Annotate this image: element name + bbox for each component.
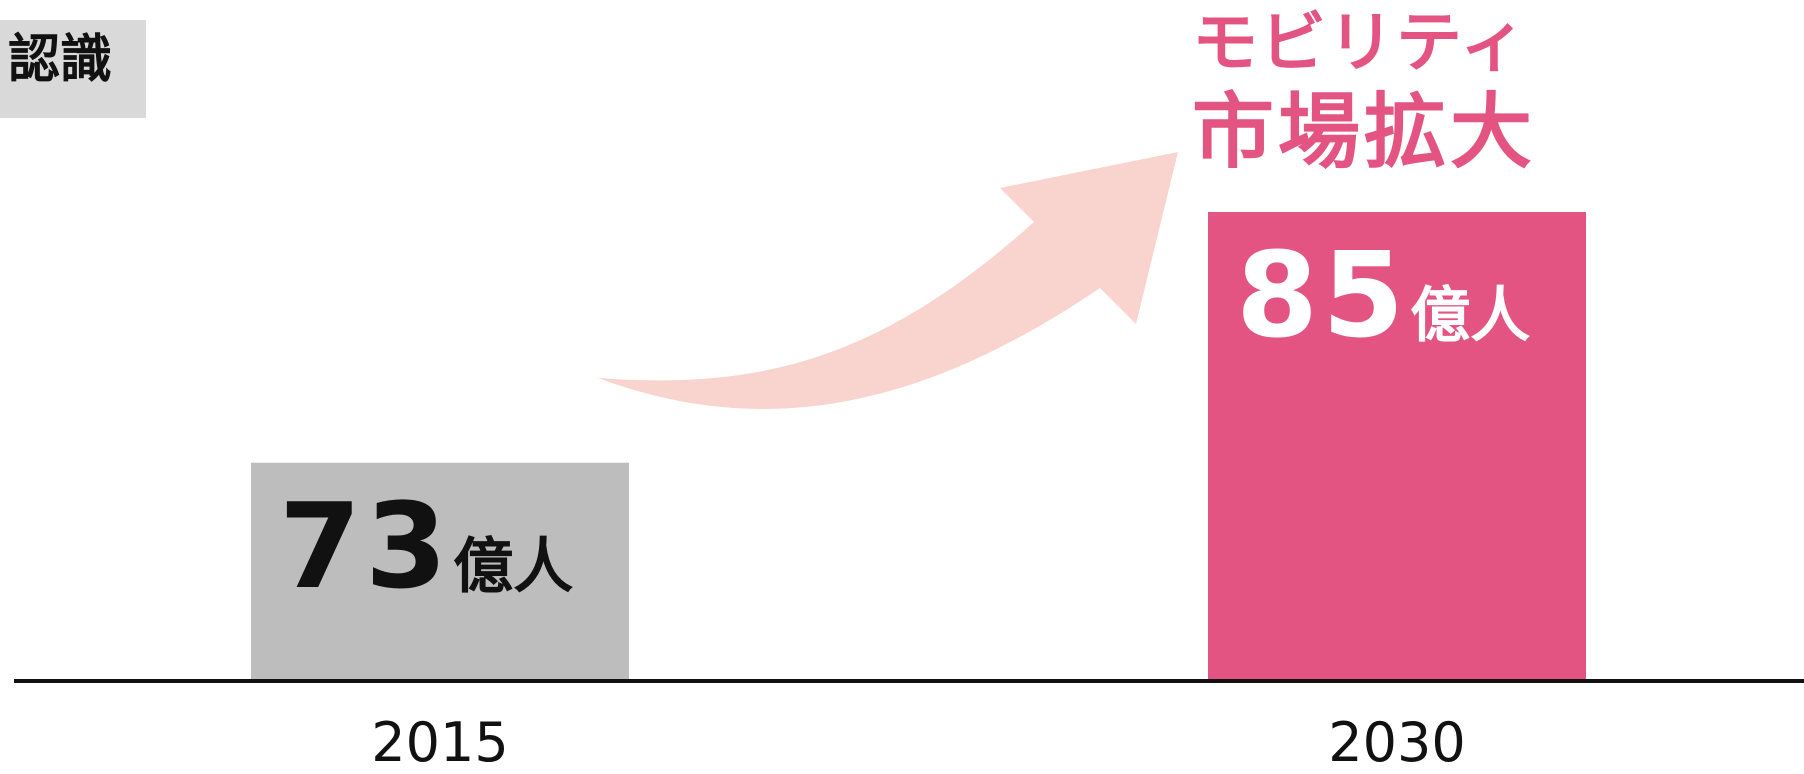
corner-label-box: 認識 bbox=[0, 20, 146, 118]
bar-value-unit: 億人 bbox=[453, 531, 574, 602]
annotation-line-1: モビリティ bbox=[1192, 4, 1529, 81]
bar-value-label-2030: 85億人 bbox=[1236, 236, 1530, 354]
bar-2030 bbox=[1208, 212, 1586, 680]
bar-value-number: 73 bbox=[279, 476, 452, 615]
annotation-line-2: 市場拡大 bbox=[1192, 85, 1537, 180]
x-tick-label-2030: 2030 bbox=[1328, 711, 1466, 774]
bar-value-number: 85 bbox=[1236, 226, 1409, 364]
bars-layer bbox=[251, 212, 1586, 680]
bar-2015 bbox=[251, 462, 629, 680]
bar-value-unit: 億人 bbox=[1410, 281, 1531, 351]
corner-label-text: 認識 bbox=[7, 30, 112, 90]
x-tick-label-2015: 2015 bbox=[371, 711, 509, 774]
market-growth-annotation: モビリティ 市場拡大 bbox=[1192, 10, 1592, 174]
growth-arrow-icon bbox=[598, 152, 1178, 410]
bar-value-label-2015: 73億人 bbox=[279, 487, 573, 605]
